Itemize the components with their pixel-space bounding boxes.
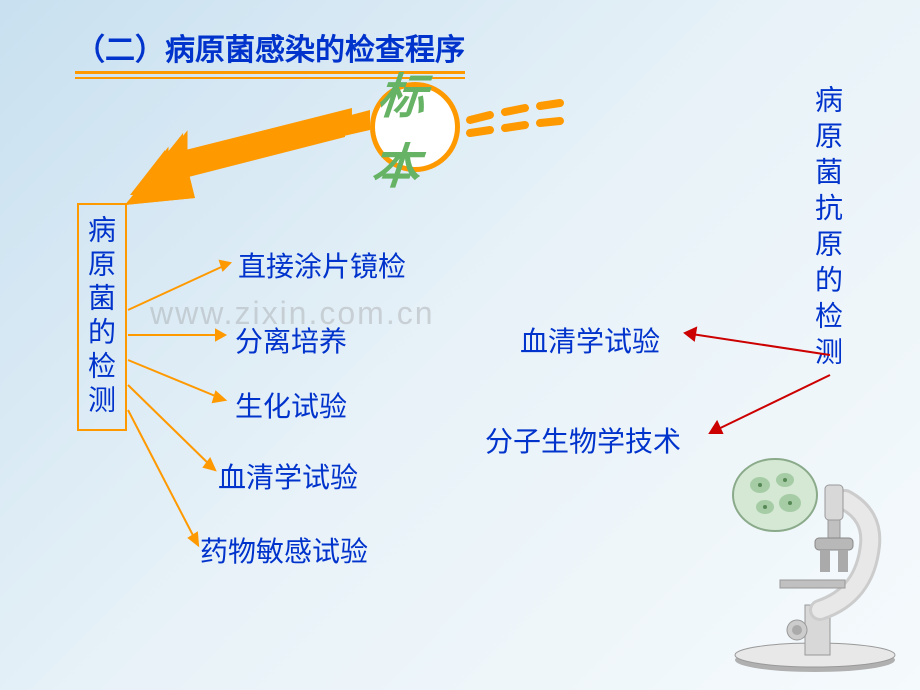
method-item: 分子生物学技术 <box>485 420 681 460</box>
big-arrow-left-icon <box>125 110 370 205</box>
arrow-right-icon <box>465 95 615 145</box>
microscope-icon <box>725 475 905 675</box>
sample-label: 标本 <box>369 57 461 197</box>
sample-node: 标本 <box>370 82 460 172</box>
method-item: 直接涂片镜检 <box>238 245 406 285</box>
method-item: 血清学试验 <box>218 456 358 496</box>
method-item: 分离培养 <box>235 320 347 360</box>
method-item: 生化试验 <box>235 385 347 425</box>
method-item: 血清学试验 <box>520 320 660 360</box>
red-arrows-icon <box>670 315 840 445</box>
method-item: 药物敏感试验 <box>200 530 368 570</box>
